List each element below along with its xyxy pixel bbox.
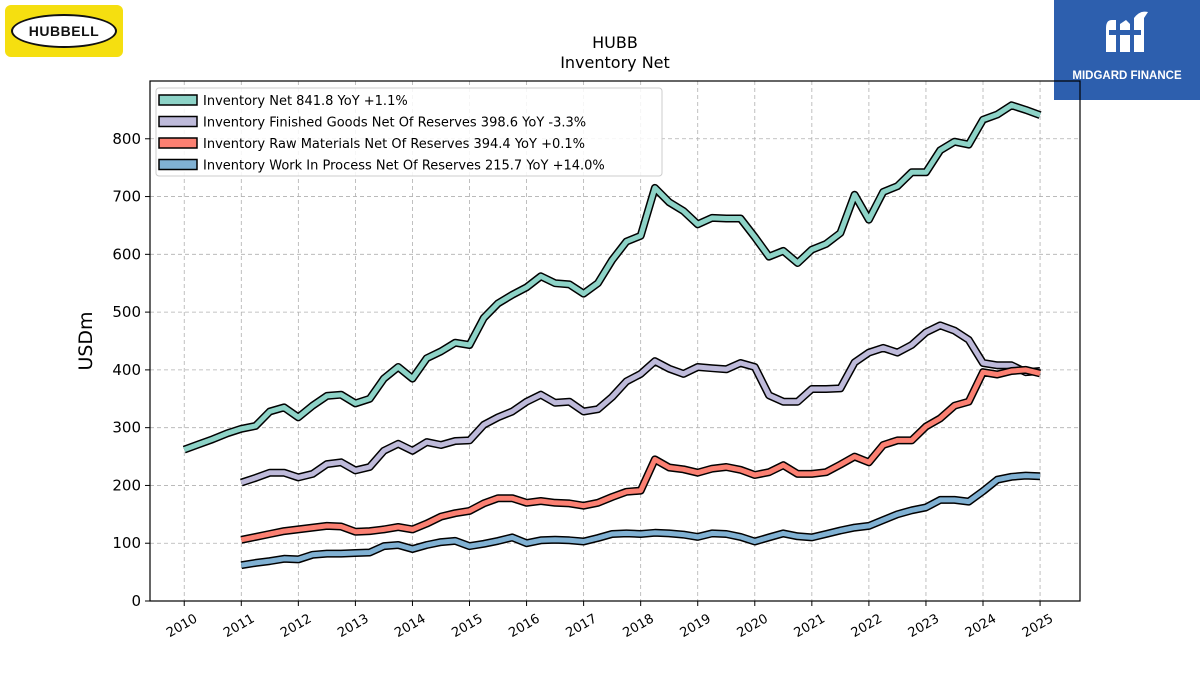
series-line: [183, 102, 1041, 452]
y-tick-label: 0: [131, 592, 141, 610]
x-tick-label: 2023: [906, 611, 942, 641]
y-tick-label: 400: [112, 361, 141, 379]
hubbell-logo-text: HUBBELL: [28, 23, 100, 39]
series-finished-goods: [240, 321, 1041, 487]
midgard-finance-logo-text: MIDGARD FINANCE: [1072, 70, 1182, 82]
x-tick-label: 2013: [335, 611, 371, 641]
x-tick-label: 2011: [221, 611, 257, 641]
x-tick-label: 2018: [621, 611, 657, 641]
x-tick-label: 2022: [849, 611, 885, 641]
x-tick-label: 2019: [678, 611, 714, 641]
legend-label: Inventory Finished Goods Net Of Reserves…: [203, 116, 586, 131]
y-tick-label: 500: [112, 303, 141, 321]
x-tick-label: 2017: [563, 611, 599, 641]
legend-item: Inventory Finished Goods Net Of Reserves…: [158, 115, 586, 131]
legend-box: [155, 87, 663, 177]
y-tick-label: 200: [112, 476, 141, 494]
midgard-finance-logo: MIDGARD FINANCE: [1054, 0, 1200, 100]
legend-swatch: [158, 137, 198, 149]
legend-item: Inventory Raw Materials Net Of Reserves …: [158, 137, 585, 152]
midgard-emblem-icon: [1106, 11, 1148, 53]
legend-swatch: [158, 115, 198, 128]
x-tick-label: 2010: [164, 611, 200, 641]
x-tick-label: 2025: [1020, 611, 1056, 641]
series-line: [240, 367, 1041, 543]
legend-label: Inventory Work In Process Net Of Reserve…: [203, 159, 605, 174]
x-tick-label: 2024: [963, 611, 999, 641]
y-tick-label: 300: [112, 419, 141, 437]
series-lines: [182, 101, 1042, 570]
chart-title: HUBB: [592, 33, 638, 52]
legend-swatch: [158, 94, 198, 106]
x-tick-label: 2012: [278, 611, 314, 641]
hubbell-logo-oval: HUBBELL: [11, 14, 117, 48]
y-tick-label: 600: [112, 245, 141, 263]
x-tick-label: 2021: [792, 611, 828, 641]
x-tick-label: 2020: [735, 611, 771, 641]
series-raw-materials: [240, 365, 1042, 544]
x-tick-label: 2015: [449, 611, 485, 641]
hubbell-logo: HUBBELL: [5, 5, 123, 57]
x-tick-label: 2016: [506, 611, 542, 641]
y-tick-label: 700: [112, 188, 141, 206]
legend-label: Inventory Net 841.8 YoY +1.1%: [203, 94, 408, 109]
legend: Inventory Net 841.8 YoY +1.1% Inventory F…: [155, 87, 663, 177]
chart-subtitle: Inventory Net: [560, 53, 670, 72]
x-tick-label: 2014: [392, 611, 428, 641]
series-line: [240, 322, 1041, 485]
y-tick-label: 100: [112, 534, 141, 552]
y-axis-label: USDm: [75, 311, 97, 370]
series-inventory-net: [182, 101, 1042, 454]
legend-label: Inventory Raw Materials Net Of Reserves …: [203, 137, 585, 152]
legend-item: Inventory Net 841.8 YoY +1.1%: [158, 94, 408, 109]
plot-frame: [149, 80, 1081, 602]
legend-swatch: [158, 158, 198, 171]
legend-item: Inventory Work In Process Net Of Reserve…: [158, 158, 605, 174]
series-work-in-process: [240, 471, 1041, 570]
series-line: [240, 473, 1041, 568]
y-tick-label: 800: [112, 130, 141, 148]
